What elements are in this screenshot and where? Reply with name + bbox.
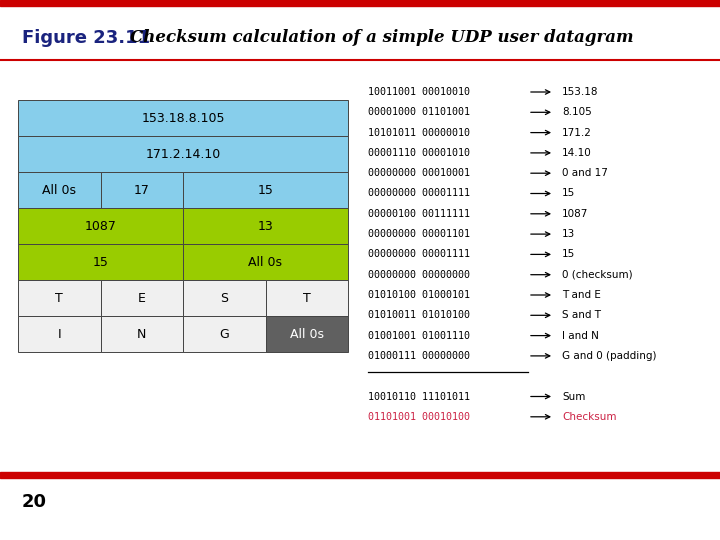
Text: 0 (checksum): 0 (checksum)	[562, 269, 633, 280]
Text: 17: 17	[134, 184, 150, 197]
Text: 15: 15	[562, 249, 575, 259]
Bar	[0, 0, 720, 6]
Text: T: T	[303, 292, 310, 305]
Bar	[18, 172, 101, 208]
Text: I and N: I and N	[562, 330, 599, 341]
Text: Figure 23.11: Figure 23.11	[22, 29, 150, 47]
Text: 01001001 01001110: 01001001 01001110	[368, 330, 470, 341]
Text: 15: 15	[93, 255, 109, 268]
Text: G: G	[220, 327, 229, 341]
Text: 1087: 1087	[84, 219, 117, 233]
Text: All 0s: All 0s	[289, 327, 324, 341]
Bar	[18, 136, 348, 172]
Bar	[183, 208, 348, 244]
Bar	[183, 280, 266, 316]
Text: 00001000 01101001: 00001000 01101001	[368, 107, 470, 117]
Text: 01101001 00010100: 01101001 00010100	[368, 412, 470, 422]
Text: 00000000 00001111: 00000000 00001111	[368, 188, 470, 199]
Text: S: S	[220, 292, 228, 305]
Bar	[18, 244, 183, 280]
Text: G and 0 (padding): G and 0 (padding)	[562, 351, 657, 361]
Text: 14.10: 14.10	[562, 148, 592, 158]
Bar	[0, 472, 720, 478]
Text: Checksum: Checksum	[562, 412, 616, 422]
Bar	[266, 316, 348, 352]
Text: 00000000 00000000: 00000000 00000000	[368, 269, 470, 280]
Text: 20: 20	[22, 493, 47, 511]
Text: T: T	[55, 292, 63, 305]
Text: 10010110 11101011: 10010110 11101011	[368, 392, 470, 402]
Text: S and T: S and T	[562, 310, 601, 320]
Text: 00001110 00001010: 00001110 00001010	[368, 148, 470, 158]
Text: 01010100 01000101: 01010100 01000101	[368, 290, 470, 300]
Text: I: I	[58, 327, 61, 341]
Text: 10011001 00010010: 10011001 00010010	[368, 87, 470, 97]
Text: All 0s: All 0s	[42, 184, 76, 197]
Text: Checksum calculation of a simple UDP user datagram: Checksum calculation of a simple UDP use…	[130, 30, 634, 46]
Text: 8.105: 8.105	[562, 107, 592, 117]
Bar	[101, 316, 183, 352]
Text: 171.2: 171.2	[562, 127, 592, 138]
Text: T and E: T and E	[562, 290, 601, 300]
Text: All 0s: All 0s	[248, 255, 282, 268]
Text: 15: 15	[258, 184, 274, 197]
Text: 10101011 00000010: 10101011 00000010	[368, 127, 470, 138]
Text: 00000100 00111111: 00000100 00111111	[368, 209, 470, 219]
Text: E: E	[138, 292, 145, 305]
Bar	[183, 316, 266, 352]
Text: 13: 13	[562, 229, 575, 239]
Bar	[18, 280, 101, 316]
Bar	[101, 280, 183, 316]
Text: 00000000 00001101: 00000000 00001101	[368, 229, 470, 239]
Bar	[183, 172, 348, 208]
Text: 153.18.8.105: 153.18.8.105	[141, 111, 225, 125]
Text: 01010011 01010100: 01010011 01010100	[368, 310, 470, 320]
Bar	[266, 280, 348, 316]
Text: 13: 13	[258, 219, 274, 233]
Bar	[18, 208, 183, 244]
Bar	[18, 100, 348, 136]
Text: 15: 15	[562, 188, 575, 199]
Text: 153.18: 153.18	[562, 87, 598, 97]
Text: 00000000 00001111: 00000000 00001111	[368, 249, 470, 259]
Text: 01000111 00000000: 01000111 00000000	[368, 351, 470, 361]
Bar	[183, 244, 348, 280]
Text: N: N	[137, 327, 146, 341]
Bar	[18, 316, 101, 352]
Bar	[101, 172, 183, 208]
Text: Sum: Sum	[562, 392, 585, 402]
Text: 171.2.14.10: 171.2.14.10	[145, 147, 220, 160]
Text: 1087: 1087	[562, 209, 588, 219]
Text: 00000000 00010001: 00000000 00010001	[368, 168, 470, 178]
Text: 0 and 17: 0 and 17	[562, 168, 608, 178]
